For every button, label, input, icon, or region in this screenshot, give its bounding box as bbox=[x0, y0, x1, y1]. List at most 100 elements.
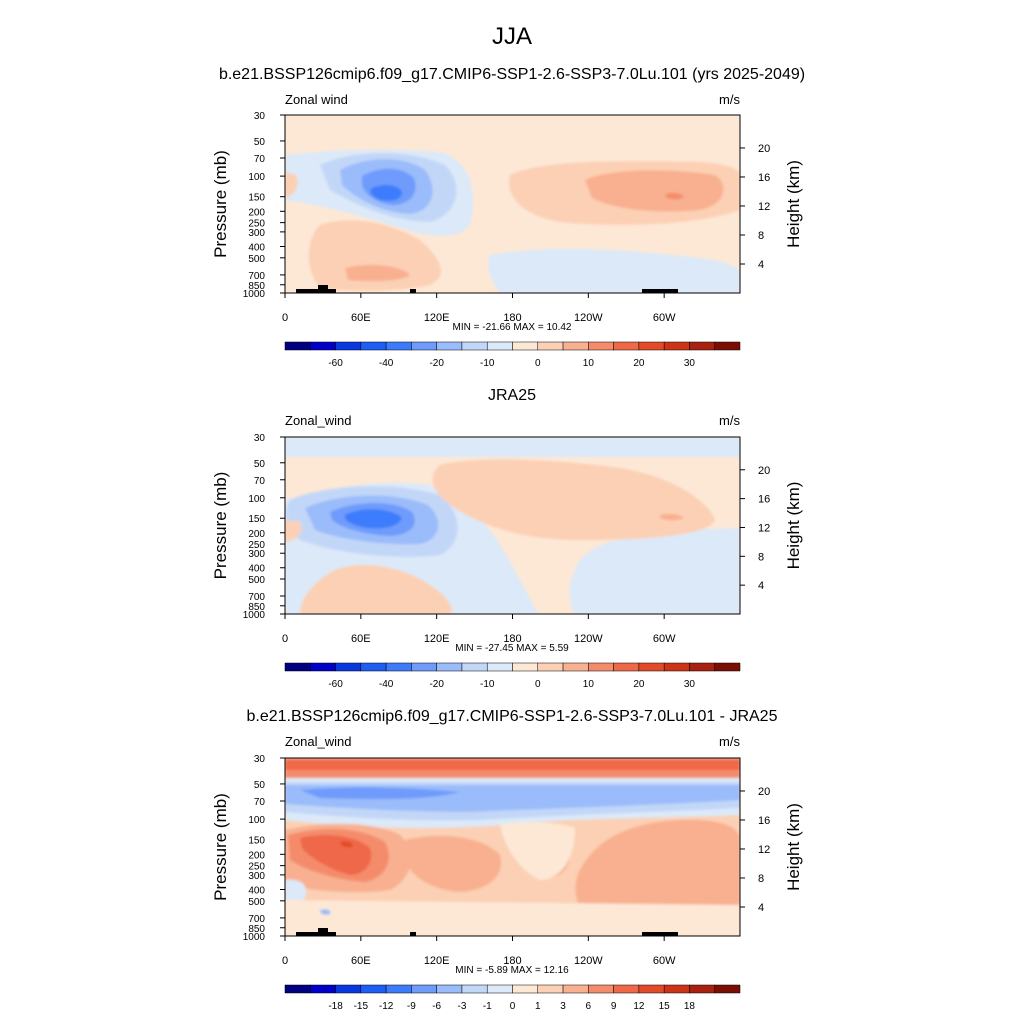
x-tick-label: 180 bbox=[503, 312, 521, 324]
x-tick-label: 0 bbox=[282, 955, 288, 967]
panel-units: m/s bbox=[719, 92, 740, 107]
right-axis-title: Height (km) bbox=[784, 482, 803, 570]
y-axis-title: Pressure (mb) bbox=[211, 472, 230, 580]
contour-field bbox=[285, 115, 740, 293]
colorbar-swatch bbox=[714, 662, 741, 672]
contour-region-high-4 bbox=[285, 520, 302, 542]
contour-region-high-1 bbox=[432, 459, 715, 540]
colorbar-swatch bbox=[714, 984, 741, 994]
contour-region-high-6 bbox=[340, 841, 353, 848]
right-tick-label: 4 bbox=[758, 580, 764, 592]
x-tick-label: 120W bbox=[574, 633, 603, 645]
x-tick-label: 60W bbox=[653, 312, 676, 324]
colorbar-label: -9 bbox=[407, 1001, 416, 1012]
y-tick-label: 1000 bbox=[243, 932, 266, 943]
panel-title: JRA25 bbox=[488, 387, 536, 404]
colorbar-swatch bbox=[461, 341, 488, 351]
colorbar-label: 10 bbox=[583, 358, 595, 369]
contour-region-low-5 bbox=[370, 184, 402, 201]
y-tick-label: 50 bbox=[254, 459, 266, 470]
contour-region-high-6 bbox=[285, 172, 298, 198]
contour-region-high-5 bbox=[300, 835, 372, 875]
y-tick-label: 100 bbox=[248, 815, 265, 826]
x-tick-label: 120E bbox=[424, 955, 450, 967]
y-tick-label: 30 bbox=[254, 754, 266, 765]
colorbar-label: 0 bbox=[535, 358, 541, 369]
x-tick-label: 120W bbox=[574, 312, 603, 324]
x-tick-label: 60E bbox=[351, 955, 371, 967]
colorbar-swatch bbox=[663, 662, 690, 672]
colorbar-swatch bbox=[385, 662, 412, 672]
contour-region-high-10 bbox=[500, 822, 575, 880]
right-tick-label: 12 bbox=[758, 844, 770, 856]
y-tick-label: 150 bbox=[248, 514, 265, 525]
contour-region-high-3 bbox=[666, 193, 684, 200]
right-tick-label: 12 bbox=[758, 522, 770, 534]
contour-region-low-6 bbox=[488, 248, 740, 293]
colorbar-swatch bbox=[486, 662, 513, 672]
x-tick-label: 60W bbox=[653, 955, 676, 967]
y-tick-label: 200 bbox=[248, 850, 265, 861]
contour-region-high-7 bbox=[405, 835, 501, 892]
y-tick-label: 700 bbox=[248, 914, 265, 925]
y-axis-title: Pressure (mb) bbox=[211, 793, 230, 901]
colorbar-swatch bbox=[461, 984, 488, 994]
colorbar-swatch bbox=[638, 984, 665, 994]
contour-field bbox=[285, 437, 740, 614]
colorbar-label: -40 bbox=[379, 358, 394, 369]
colorbar-swatch bbox=[284, 984, 311, 994]
right-tick-label: 8 bbox=[758, 230, 764, 242]
panel-units: m/s bbox=[719, 413, 740, 428]
y-tick-label: 150 bbox=[248, 836, 265, 847]
y-tick-label: 850 bbox=[248, 281, 265, 292]
x-tick-label: 180 bbox=[503, 633, 521, 645]
colorbar-swatch bbox=[385, 341, 412, 351]
colorbar-swatch bbox=[436, 984, 463, 994]
colorbar-swatch bbox=[411, 341, 437, 351]
y-tick-label: 1000 bbox=[243, 289, 266, 300]
colorbar-swatch bbox=[512, 984, 539, 994]
y-tick-label: 70 bbox=[254, 797, 266, 808]
contour-region-low-3 bbox=[569, 528, 740, 614]
right-tick-label: 8 bbox=[758, 551, 764, 563]
colorbar-label: -10 bbox=[480, 679, 495, 690]
colorbar-label: -18 bbox=[328, 1001, 343, 1012]
contour-region-low-7 bbox=[320, 909, 331, 915]
contour-region-high-11 bbox=[285, 900, 740, 936]
y-tick-label: 850 bbox=[248, 924, 265, 935]
colorbar-swatch bbox=[310, 984, 336, 994]
right-tick-label: 16 bbox=[758, 494, 770, 506]
right-tick-label: 12 bbox=[758, 201, 770, 213]
contour-region-high-2 bbox=[660, 514, 684, 521]
contour-region-high-4 bbox=[308, 220, 441, 291]
y-tick-label: 50 bbox=[254, 137, 266, 148]
contour-region-high-5 bbox=[345, 264, 410, 282]
x-tick-label: 120E bbox=[424, 312, 450, 324]
right-tick-label: 20 bbox=[758, 786, 770, 798]
colorbar-swatch bbox=[714, 341, 741, 351]
stats-label: MIN = -27.45 MAX = 5.59 bbox=[455, 643, 569, 654]
colorbar-swatch bbox=[613, 984, 640, 994]
colorbar-swatch bbox=[310, 341, 336, 351]
y-tick-label: 500 bbox=[248, 254, 265, 265]
colorbar-swatch bbox=[411, 662, 437, 672]
colorbar-label: 30 bbox=[684, 679, 696, 690]
panel-jra25: JRA25 Zonal_wind m/s 3050701001502002503… bbox=[211, 387, 803, 690]
y-tick-label: 100 bbox=[248, 172, 265, 183]
colorbar-label: -20 bbox=[429, 679, 444, 690]
colorbar-swatch bbox=[335, 662, 362, 672]
panel-variable-label: Zonal_wind bbox=[285, 734, 352, 749]
colorbar-label: 20 bbox=[633, 358, 645, 369]
colorbar-swatch bbox=[461, 662, 488, 672]
colorbar-swatch bbox=[638, 341, 665, 351]
y-tick-label: 400 bbox=[248, 885, 265, 896]
y-tick-label: 150 bbox=[248, 193, 265, 204]
contour-region-low-1 bbox=[285, 437, 740, 457]
stats-label: MIN = -21.66 MAX = 10.42 bbox=[453, 322, 572, 333]
y-tick-label: 250 bbox=[248, 540, 265, 551]
x-tick-label: 120W bbox=[574, 955, 603, 967]
panel-variable-label: Zonal_wind bbox=[285, 413, 352, 428]
contour-region-high-9 bbox=[575, 819, 740, 930]
